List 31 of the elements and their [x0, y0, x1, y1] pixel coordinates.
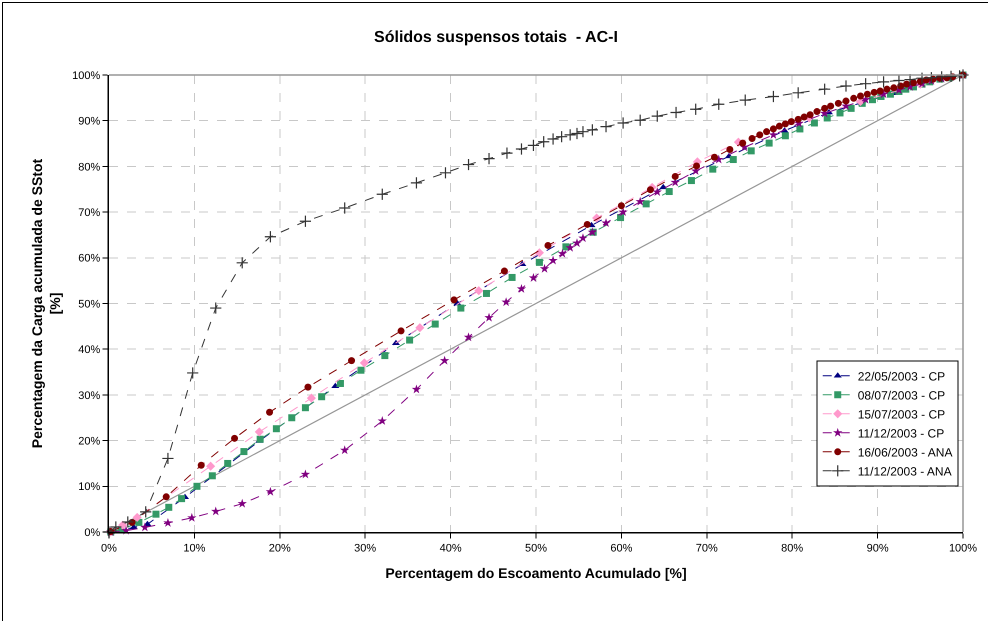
x-tick-label: 70% [696, 542, 718, 555]
x-tick-label: 40% [440, 542, 462, 555]
x-tick-label: 50% [524, 542, 548, 555]
y-tick-label: 30% [78, 390, 101, 402]
y-tick-label: 90% [78, 116, 101, 128]
y-tick-label: 10% [78, 481, 101, 494]
chart-title: Sólidos suspensos totais - AC-I [374, 29, 618, 46]
legend-label: 11/12/2003 - CP [858, 426, 944, 440]
x-tick-label: 60% [610, 542, 633, 555]
x-tick-label: 100% [948, 542, 978, 555]
x-tick-label: 10% [183, 542, 206, 555]
y-tick-label: 0% [84, 526, 101, 539]
y-tick-label: 100% [72, 70, 101, 82]
legend-label: 11/12/2003 - ANA [858, 464, 952, 478]
x-tick-label: 30% [354, 542, 376, 555]
x-axis-title: Percentagem do Escoamento Acumulado [%] [385, 564, 687, 581]
legend-label: 16/06/2003 - ANA [858, 445, 952, 460]
y-axis-title: Percentagem da Carga acumulada de SStot [%] [28, 158, 64, 448]
x-tick-label: 90% [866, 542, 889, 555]
legend-label: 22/05/2003 - CP [858, 369, 946, 384]
y-tick-label: 60% [78, 252, 101, 265]
y-tick-label: 50% [78, 298, 101, 310]
x-tick-label: 0% [101, 542, 118, 555]
y-tick-label: 80% [78, 161, 101, 174]
y-tick-label: 40% [78, 344, 101, 356]
legend-label: 15/07/2003 - CP [858, 407, 946, 422]
legend-label: 08/07/2003 - CP [858, 388, 946, 402]
x-tick-label: 20% [268, 542, 292, 555]
x-tick-label: 80% [781, 542, 804, 555]
y-tick-label: 70% [78, 206, 101, 219]
y-tick-label: 20% [78, 435, 101, 448]
